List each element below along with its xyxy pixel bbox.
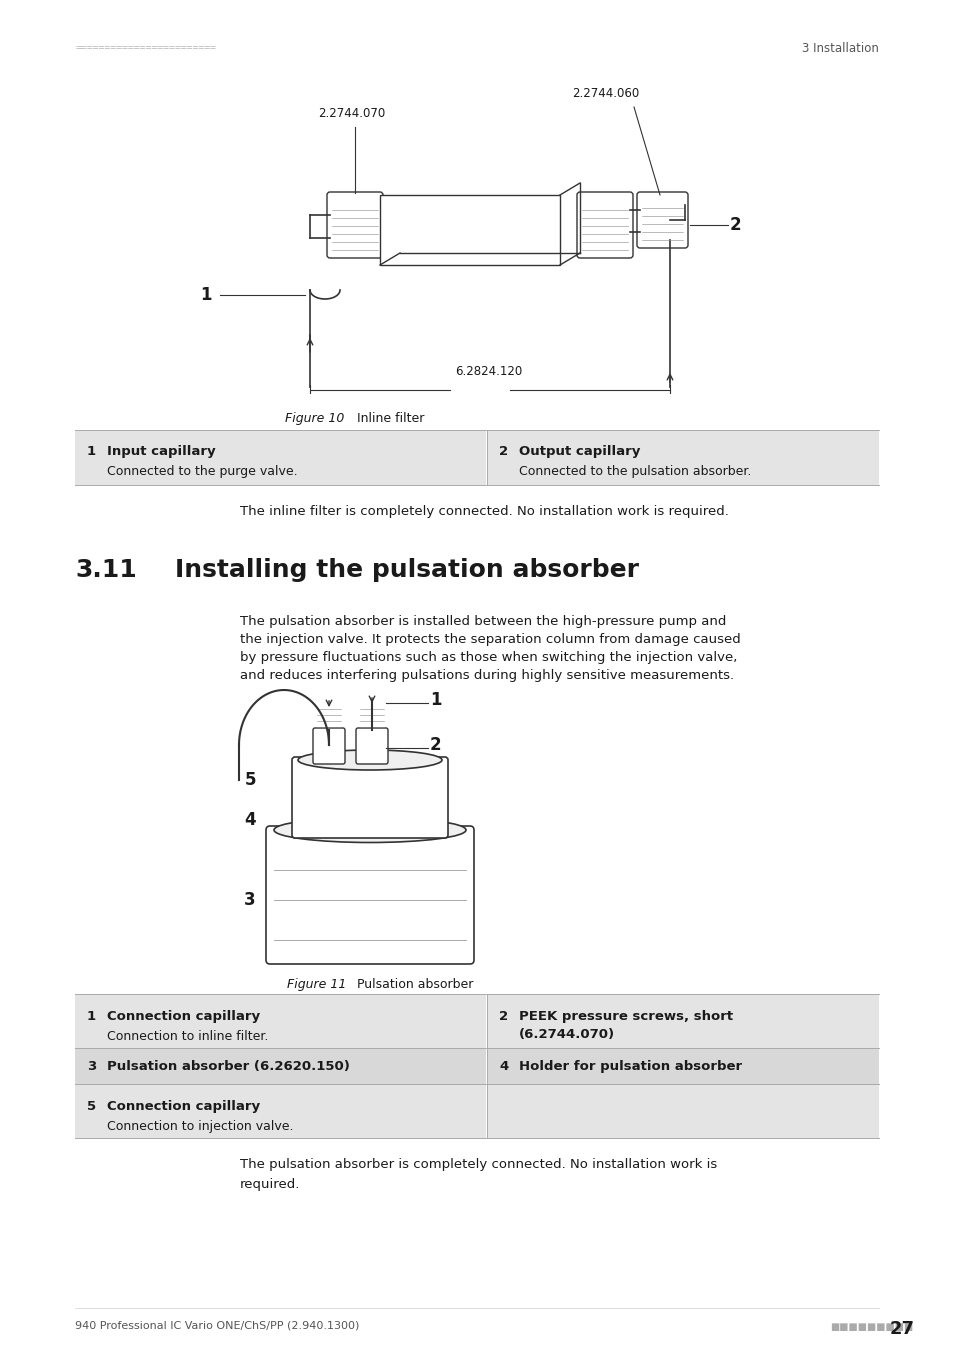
Text: 3: 3 xyxy=(244,891,255,909)
Text: 2: 2 xyxy=(430,736,441,755)
Text: 4: 4 xyxy=(244,811,255,829)
FancyBboxPatch shape xyxy=(266,826,474,964)
Bar xyxy=(488,431,878,485)
Text: Pulsation absorber (6.2620.150): Pulsation absorber (6.2620.150) xyxy=(107,1060,350,1073)
Bar xyxy=(488,1048,878,1084)
Text: Connected to the pulsation absorber.: Connected to the pulsation absorber. xyxy=(518,464,751,478)
Text: 2: 2 xyxy=(498,446,508,458)
Text: 1: 1 xyxy=(430,691,441,709)
Text: (6.2744.070): (6.2744.070) xyxy=(518,1027,615,1041)
Text: Pulsation absorber: Pulsation absorber xyxy=(345,977,473,991)
Text: 2: 2 xyxy=(729,216,740,234)
Bar xyxy=(75,1084,485,1138)
Text: ■■■■■■■■■: ■■■■■■■■■ xyxy=(829,1322,912,1332)
Bar xyxy=(75,431,485,485)
Text: Installing the pulsation absorber: Installing the pulsation absorber xyxy=(174,558,639,582)
Text: Inline filter: Inline filter xyxy=(345,412,424,425)
Text: Figure 11: Figure 11 xyxy=(287,977,346,991)
FancyBboxPatch shape xyxy=(292,757,448,838)
Text: Holder for pulsation absorber: Holder for pulsation absorber xyxy=(518,1060,741,1073)
Text: and reduces interfering pulsations during highly sensitive measurements.: and reduces interfering pulsations durin… xyxy=(240,670,734,682)
Text: 6.2824.120: 6.2824.120 xyxy=(455,364,521,378)
Text: The pulsation absorber is installed between the high-pressure pump and: The pulsation absorber is installed betw… xyxy=(240,616,725,628)
Bar xyxy=(488,1084,878,1138)
Text: PEEK pressure screws, short: PEEK pressure screws, short xyxy=(518,1010,732,1023)
Text: the injection valve. It protects the separation column from damage caused: the injection valve. It protects the sep… xyxy=(240,633,740,647)
Text: required.: required. xyxy=(240,1179,300,1191)
Ellipse shape xyxy=(297,751,441,769)
Bar xyxy=(379,194,559,265)
Bar xyxy=(75,1048,485,1084)
Bar xyxy=(75,994,485,1048)
Text: 1: 1 xyxy=(87,1010,96,1023)
Text: ========================: ======================== xyxy=(76,43,216,53)
Text: 4: 4 xyxy=(498,1060,508,1073)
Text: Connection to injection valve.: Connection to injection valve. xyxy=(107,1120,294,1133)
Text: 3: 3 xyxy=(87,1060,96,1073)
Text: 3.11: 3.11 xyxy=(75,558,136,582)
Text: 2.2744.060: 2.2744.060 xyxy=(572,86,639,100)
Text: The pulsation absorber is completely connected. No installation work is: The pulsation absorber is completely con… xyxy=(240,1158,717,1170)
FancyBboxPatch shape xyxy=(637,192,687,248)
Text: Connected to the purge valve.: Connected to the purge valve. xyxy=(107,464,297,478)
Text: 1: 1 xyxy=(87,446,96,458)
Ellipse shape xyxy=(274,818,465,842)
FancyBboxPatch shape xyxy=(577,192,633,258)
Bar xyxy=(488,994,878,1048)
Text: 3 Installation: 3 Installation xyxy=(801,42,878,54)
Text: Connection to inline filter.: Connection to inline filter. xyxy=(107,1030,268,1044)
Text: by pressure fluctuations such as those when switching the injection valve,: by pressure fluctuations such as those w… xyxy=(240,651,737,664)
FancyBboxPatch shape xyxy=(327,192,382,258)
Text: 2: 2 xyxy=(498,1010,508,1023)
Text: Connection capillary: Connection capillary xyxy=(107,1100,260,1112)
Text: Figure 10: Figure 10 xyxy=(285,412,344,425)
Text: 1: 1 xyxy=(200,286,212,304)
Text: 5: 5 xyxy=(244,771,255,788)
Text: Input capillary: Input capillary xyxy=(107,446,215,458)
Text: 5: 5 xyxy=(87,1100,96,1112)
Text: 2.2744.070: 2.2744.070 xyxy=(317,107,385,120)
Text: 940 Professional IC Vario ONE/ChS/PP (2.940.1300): 940 Professional IC Vario ONE/ChS/PP (2.… xyxy=(75,1320,359,1330)
Text: Output capillary: Output capillary xyxy=(518,446,639,458)
Text: The inline filter is completely connected. No installation work is required.: The inline filter is completely connecte… xyxy=(240,505,728,518)
FancyBboxPatch shape xyxy=(355,728,388,764)
Text: Connection capillary: Connection capillary xyxy=(107,1010,260,1023)
Text: 27: 27 xyxy=(889,1320,914,1338)
FancyBboxPatch shape xyxy=(313,728,345,764)
